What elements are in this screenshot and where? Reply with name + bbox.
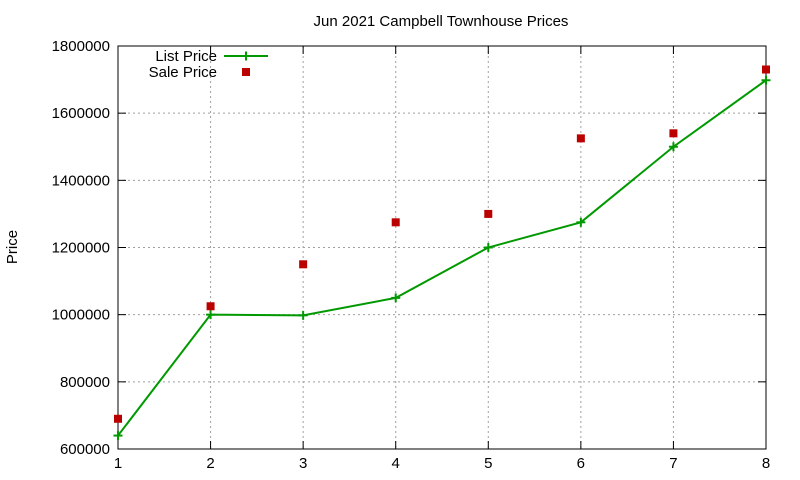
sale-price-point (576, 134, 585, 143)
list-price-point (761, 75, 771, 85)
sale-price-point (669, 129, 678, 138)
list-price-point (298, 310, 308, 320)
legend-label-list-price: List Price (155, 48, 217, 65)
list-price-line (117, 79, 767, 437)
plot-frame (117, 45, 767, 450)
series-layer (113, 65, 771, 441)
x-tick-label: 7 (669, 455, 677, 472)
x-tick-label: 1 (114, 455, 122, 472)
list-price-point (576, 217, 586, 227)
y-tick-label: 1600000 (52, 105, 110, 122)
sale-price-point (114, 414, 122, 423)
tick-layer: 600000 800000 1000000 1200000 1400000 1600000… (52, 38, 771, 472)
list-price-point (668, 142, 678, 152)
y-tick-label: 600000 (60, 441, 110, 458)
chart-title: Jun 2021 Campbell Townhouse Prices (314, 13, 569, 30)
x-tick-label: 5 (484, 455, 492, 472)
x-tick-label: 2 (206, 455, 214, 472)
list-price-point (206, 310, 216, 320)
y-tick-label: 800000 (60, 374, 110, 391)
y-tick-label: 1000000 (52, 307, 110, 324)
x-tick-label: 6 (577, 455, 585, 472)
y-tick-label: 1400000 (52, 172, 110, 189)
sale-price-point (391, 218, 400, 227)
sale-price-point (299, 260, 308, 269)
y-tick-label: 1800000 (52, 38, 110, 55)
legend-swatch-sale-price (242, 68, 250, 76)
y-axis-label: Price (4, 230, 21, 264)
sale-price-point (206, 302, 215, 311)
y-tick-label: 1200000 (52, 240, 110, 257)
list-price-point (391, 293, 401, 303)
x-tick-label: 3 (299, 455, 307, 472)
x-tick-label: 4 (392, 455, 400, 472)
sale-price-point (484, 209, 493, 218)
sale-price-point (762, 65, 770, 74)
legend: List Price Sale Price (149, 48, 268, 81)
list-price-point (113, 431, 123, 441)
list-price-point (483, 243, 493, 252)
x-tick-label: 8 (762, 455, 770, 472)
legend-label-sale-price: Sale Price (149, 64, 217, 81)
grid-layer (118, 46, 766, 449)
